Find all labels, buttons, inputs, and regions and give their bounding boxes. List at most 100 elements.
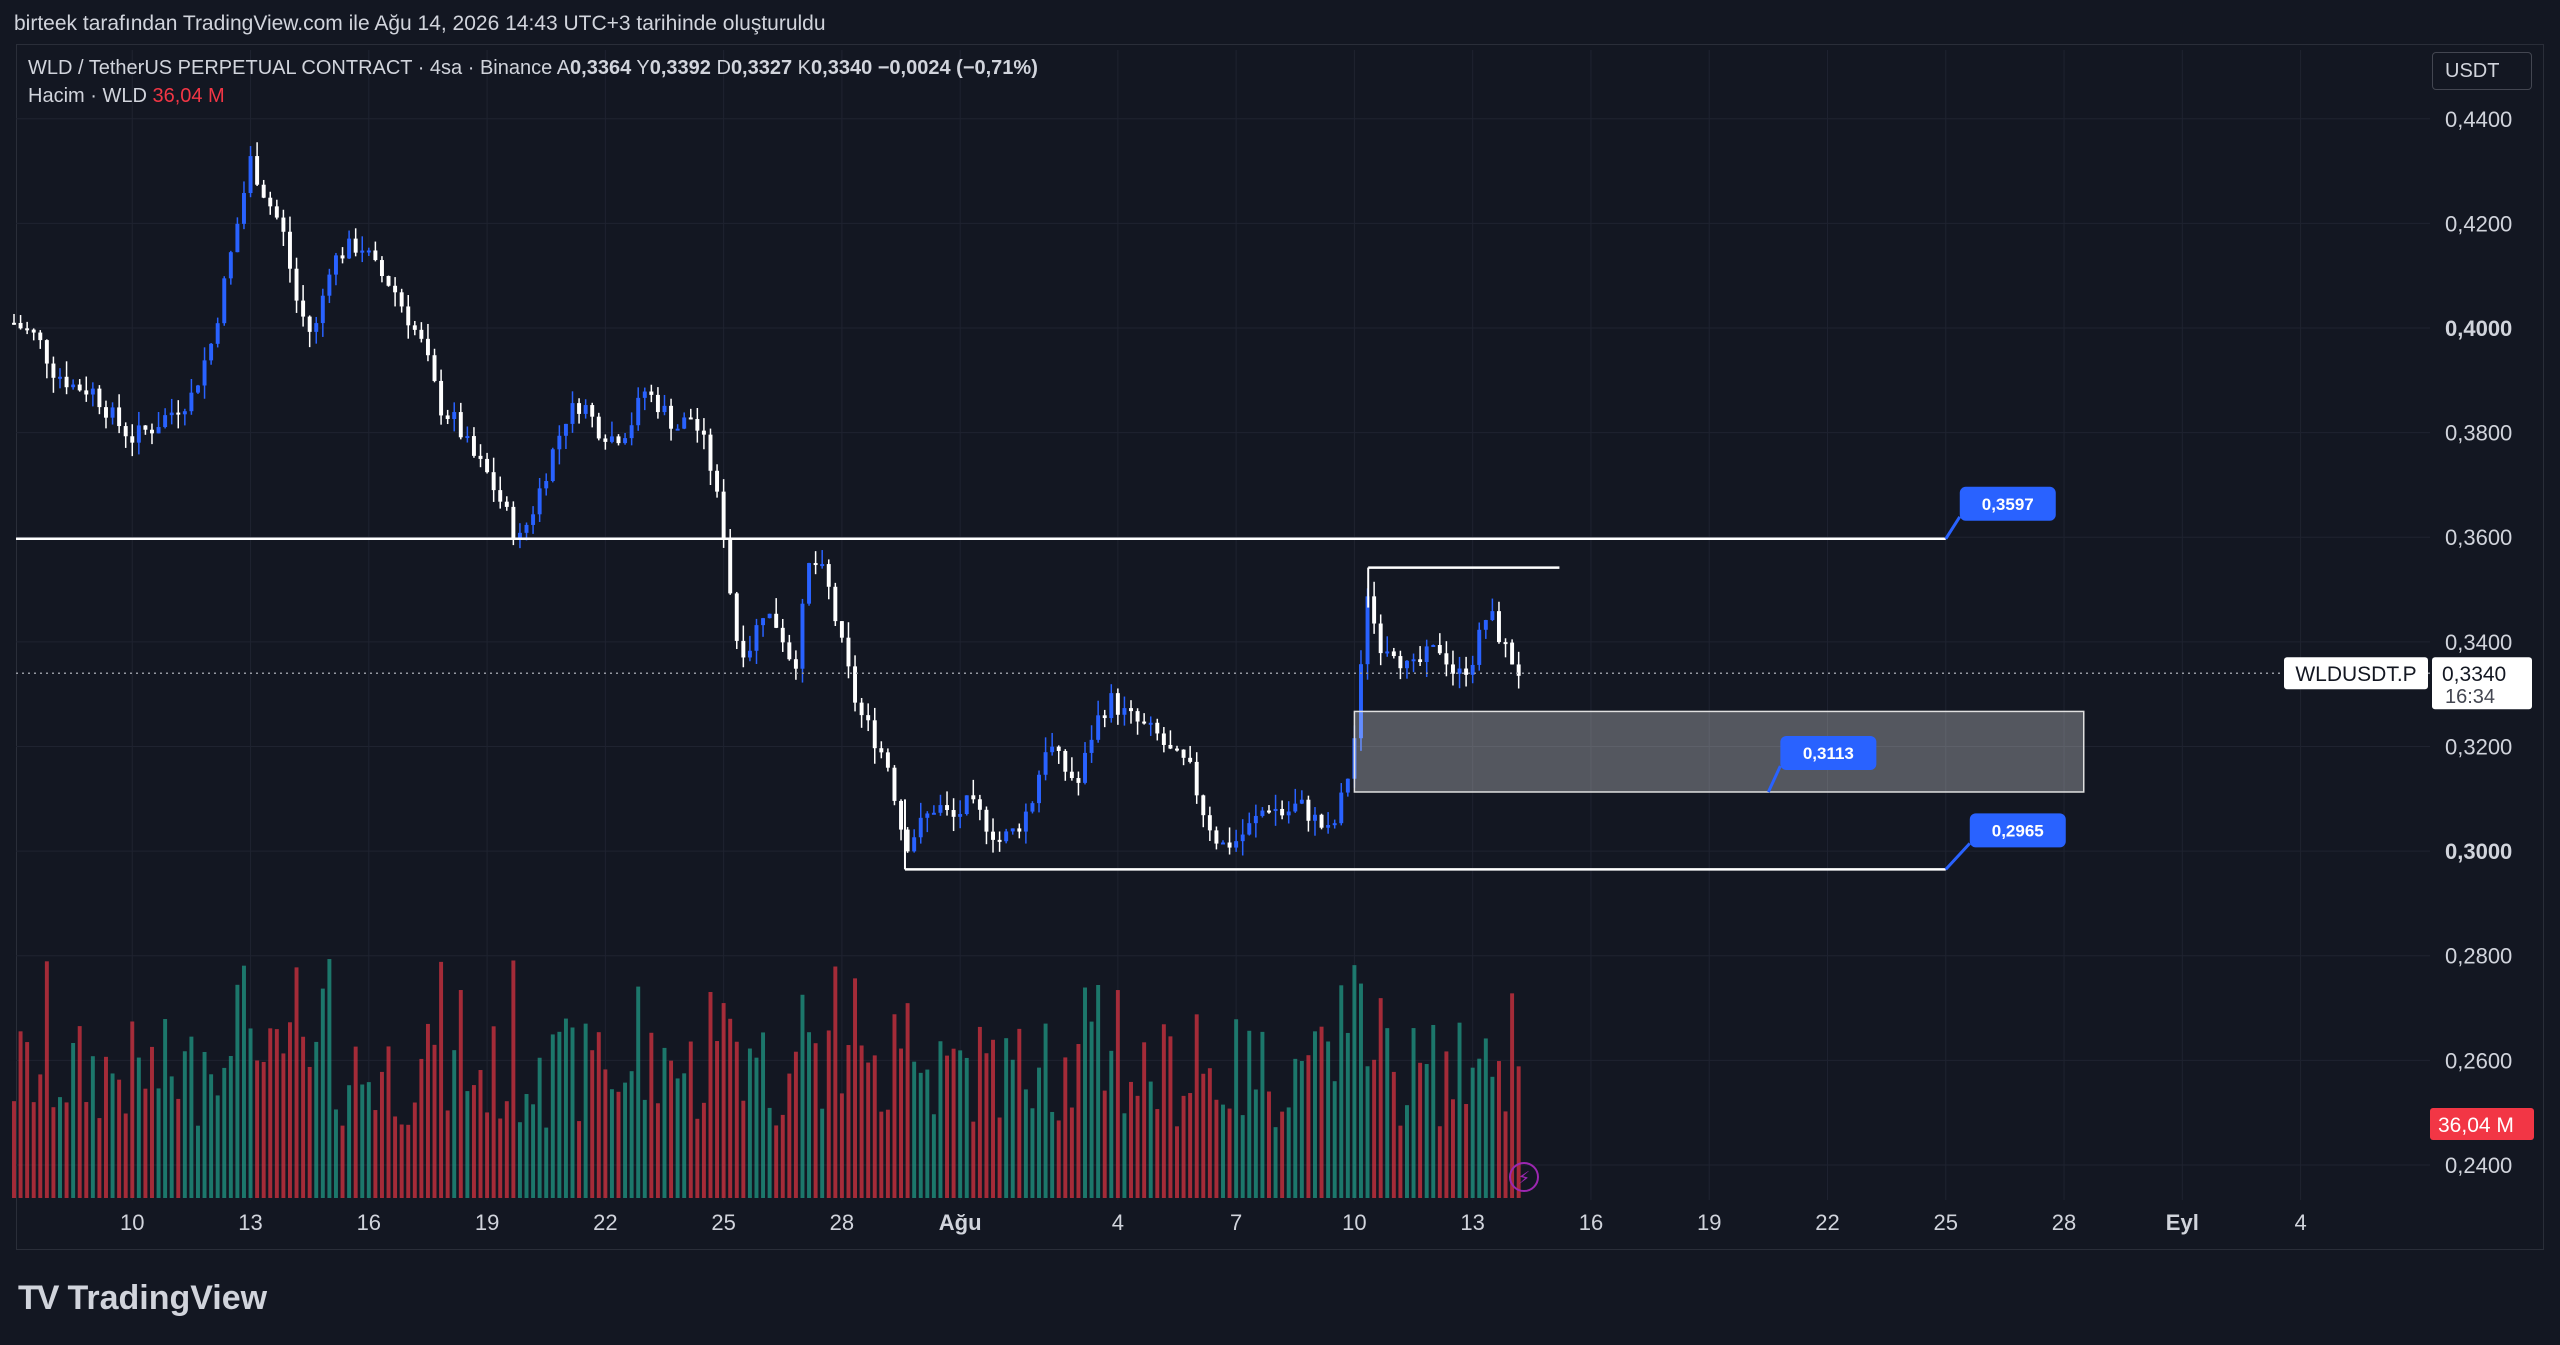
chart-legend: WLD / TetherUS PERPETUAL CONTRACT · 4sa … — [28, 54, 1038, 110]
legend-low-label: D — [716, 57, 731, 79]
candle-body — [1023, 811, 1028, 832]
candle-body — [1227, 842, 1232, 848]
volume-bar — [366, 1082, 371, 1198]
candle-body — [169, 412, 174, 416]
candle-body — [701, 430, 706, 435]
candle-body — [761, 618, 766, 626]
volume-bar — [517, 1122, 522, 1198]
brand-footer[interactable]: TV TradingView — [18, 1276, 267, 1320]
candle-body — [866, 715, 871, 721]
volume-bar — [261, 1061, 266, 1198]
volume-bar — [268, 1028, 273, 1198]
candle-body — [255, 156, 260, 185]
volume-bar — [754, 1057, 759, 1198]
legend-ohlc-row: WLD / TetherUS PERPETUAL CONTRACT · 4sa … — [28, 54, 1038, 82]
candle-body — [550, 449, 555, 482]
time-tick-label: 22 — [1815, 1210, 1839, 1235]
volume-bar — [64, 1102, 69, 1198]
time-tick-label: 28 — [2052, 1210, 2076, 1235]
candle-body — [1221, 842, 1225, 845]
candle-body — [1135, 711, 1140, 722]
volume-bar — [242, 965, 246, 1198]
volume-bar — [872, 1055, 877, 1198]
candle-body — [563, 423, 568, 436]
candle-body — [117, 407, 122, 427]
candle-body — [636, 397, 641, 426]
volume-bar — [807, 1032, 812, 1198]
legend-high-label: Y — [636, 57, 650, 79]
candle-body — [379, 260, 384, 277]
candle-body — [583, 405, 588, 414]
candle-body — [1411, 659, 1416, 662]
candle-body — [669, 405, 674, 429]
volume-bar — [1378, 998, 1383, 1198]
volume-bar — [767, 1107, 772, 1198]
legend-symbol[interactable]: WLD / TetherUS PERPETUAL CONTRACT · 4sa … — [28, 57, 553, 79]
candle-body — [163, 415, 168, 428]
candle-body — [1496, 611, 1501, 643]
candle-body — [1201, 795, 1206, 816]
candle-body — [872, 720, 877, 749]
volume-bar — [1221, 1104, 1225, 1198]
volume-bar — [1464, 1104, 1469, 1198]
volume-bar — [209, 1074, 214, 1198]
volume-bar — [189, 1036, 194, 1198]
price-levels: 0,3597 0,2965 0,3113 — [16, 486, 2430, 871]
candle-body — [1372, 596, 1377, 624]
volume-bar — [215, 1095, 220, 1198]
grid-lines — [16, 50, 2430, 1200]
volume-bar — [471, 1085, 476, 1198]
last-price-box — [2432, 657, 2532, 710]
candle-body — [1004, 831, 1009, 842]
volume-bar — [347, 1085, 352, 1198]
candle-body — [439, 380, 444, 416]
time-tick-label: 19 — [1697, 1210, 1721, 1235]
candle-body — [110, 407, 115, 418]
volume-bar — [1076, 1044, 1081, 1198]
legend-volume-label[interactable]: Hacim · WLD — [28, 85, 147, 107]
candle-body — [958, 814, 963, 817]
price-tick-label: 0,3600 — [2445, 525, 2512, 550]
volume-bar — [373, 1110, 378, 1198]
symbol-tag-box — [2284, 657, 2428, 690]
volume-bar — [892, 1014, 897, 1198]
candle-body — [38, 332, 43, 341]
volume-bar — [182, 1051, 187, 1198]
candle-body — [517, 532, 522, 540]
volume-bar — [77, 1026, 82, 1198]
chart-panel[interactable] — [16, 44, 2544, 1250]
volume-bar — [123, 1113, 128, 1198]
volume-bar — [222, 1067, 227, 1198]
volume-bar — [130, 1021, 135, 1198]
volume-bar — [695, 1118, 700, 1198]
currency-selector[interactable]: USDT — [2432, 52, 2532, 90]
candle-body — [1161, 733, 1166, 745]
candle-body — [623, 438, 628, 444]
candle-body — [1207, 815, 1212, 831]
volume-bar — [176, 1098, 181, 1198]
legend-open-label: A — [556, 57, 571, 79]
volume-bar — [833, 966, 838, 1198]
candle-body — [1516, 664, 1521, 676]
lightning-icon — [1509, 1162, 1539, 1192]
candle-body — [1056, 746, 1061, 751]
candle-body — [1083, 752, 1087, 783]
candle-body — [826, 564, 831, 587]
price-tick-label: 0,3200 — [2445, 734, 2512, 759]
candle-body — [1444, 653, 1449, 665]
volume-bar — [563, 1018, 568, 1198]
volume-bar — [1372, 1059, 1377, 1198]
candle-body — [1102, 715, 1107, 719]
volume-bar — [964, 1057, 969, 1198]
candle-body — [1450, 664, 1455, 674]
candle-body — [320, 295, 325, 324]
support-label-leader — [1944, 842, 1971, 871]
volume-bar — [399, 1124, 404, 1198]
candle-body — [1313, 814, 1317, 821]
volume-bar — [1129, 1081, 1133, 1198]
volume-bar — [1339, 985, 1344, 1198]
volume-bar — [879, 1111, 884, 1198]
candle-body — [215, 323, 220, 344]
candle-body — [971, 795, 976, 800]
